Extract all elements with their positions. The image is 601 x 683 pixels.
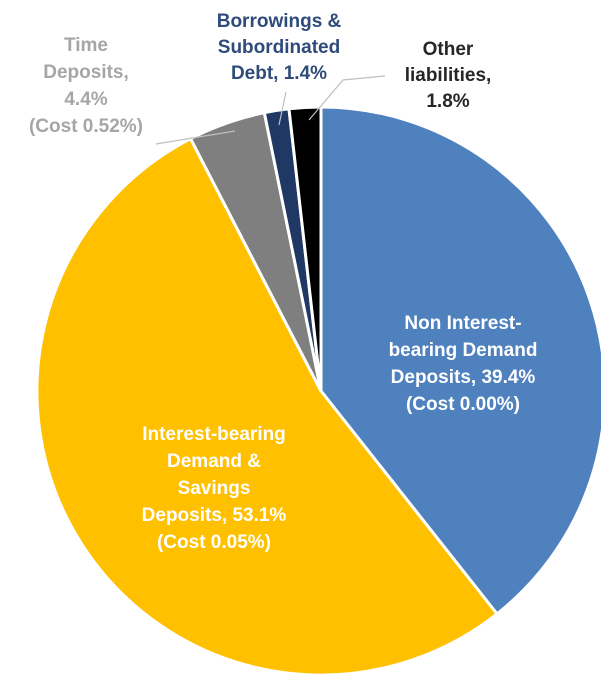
label-line: (Cost 0.05%) <box>157 532 271 553</box>
label-line: (Cost 0.52%) <box>29 116 143 137</box>
label-line: liabilities, <box>405 65 492 86</box>
leader-lines <box>155 75 386 145</box>
label-borrowings-and-subordinated-debt: Borrowings & Subordinated Debt, 1.4% <box>217 11 342 84</box>
label-interest-bearing-demand-and-savings-deposits: Interest-bearing Demand & Savings Deposits,… <box>142 424 287 553</box>
leader-line-other-liabilities <box>308 75 386 121</box>
slice-other-liabilities <box>287 105 323 393</box>
label-line: Deposits, <box>43 62 129 83</box>
label-line: Deposits, 39.4% <box>391 367 536 388</box>
label-line: Deposits, 53.1% <box>142 505 287 526</box>
slice-interest-bearing-demand-and-savings-deposits <box>35 137 499 677</box>
leader-line-borrowings-and-subordinated-debt <box>278 91 287 126</box>
label-time-deposits: Time Deposits, 4.4% (Cost 0.52%) <box>29 35 143 137</box>
label-line: Non Interest- <box>404 313 521 334</box>
label-line: 4.4% <box>64 89 107 110</box>
label-line: Time <box>64 35 108 56</box>
label-line: Borrowings & <box>217 11 342 32</box>
label-line: bearing Demand <box>389 340 538 361</box>
label-line: 1.8% <box>426 91 469 112</box>
label-line: Debt, 1.4% <box>231 63 327 84</box>
label-line: (Cost 0.00%) <box>406 394 520 415</box>
label-other-liabilities: Other liabilities, 1.8% <box>405 39 492 112</box>
label-line: Interest-bearing <box>142 424 286 445</box>
label-line: Savings <box>178 478 251 499</box>
label-line: Demand & <box>167 451 261 472</box>
slice-non-interest-bearing-demand-deposits <box>319 105 601 616</box>
slice-labels: Non Interest-bearing Demand Deposits, 39.… <box>29 11 537 553</box>
label-non-interest-bearing-demand-deposits: Non Interest-bearing Demand Deposits, 39.… <box>389 313 538 415</box>
label-line: Other <box>423 39 474 60</box>
label-line: Subordinated <box>218 37 340 58</box>
pie-slices <box>35 105 601 677</box>
leader-line-time-deposits <box>155 130 236 145</box>
